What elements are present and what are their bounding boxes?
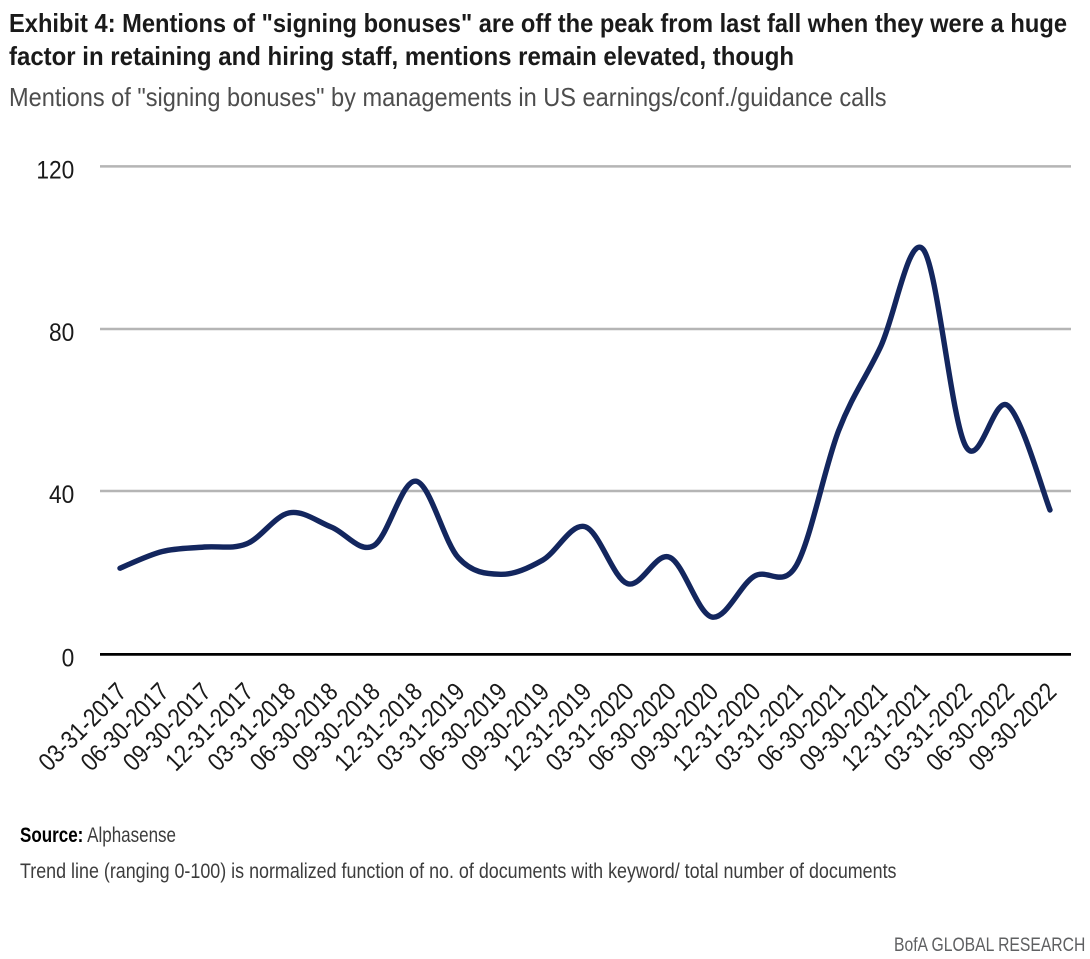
svg-text:0: 0 bbox=[62, 644, 75, 672]
svg-text:40: 40 bbox=[49, 481, 74, 509]
svg-text:120: 120 bbox=[36, 156, 74, 184]
svg-text:80: 80 bbox=[49, 319, 74, 347]
